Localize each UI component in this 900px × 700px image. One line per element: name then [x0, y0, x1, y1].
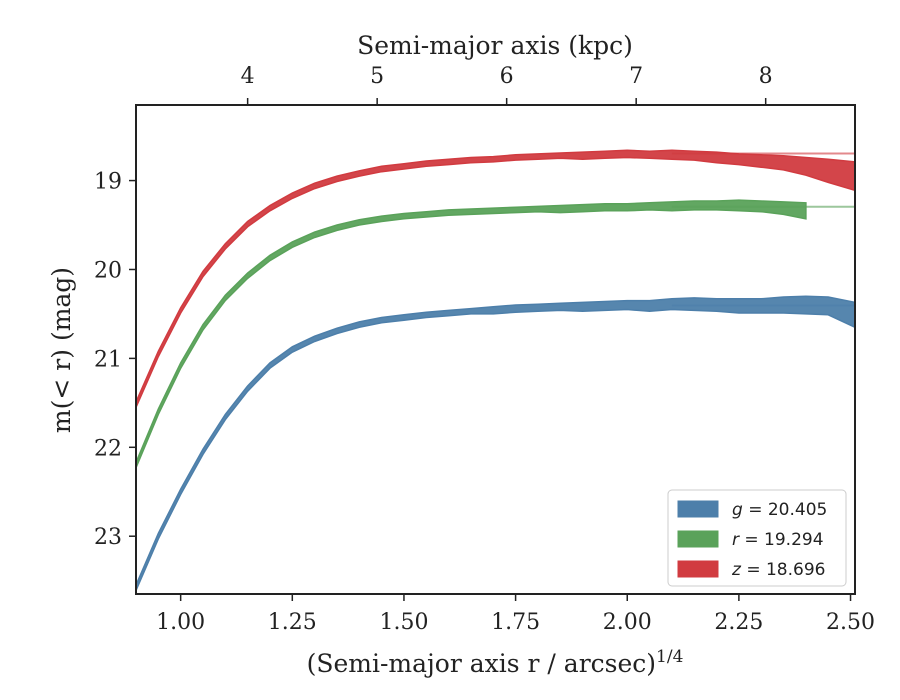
top-axis-title: Semi-major axis (kpc)	[357, 31, 633, 60]
legend-label-z: z = 18.696	[731, 560, 825, 580]
y-tick-label: 21	[94, 347, 122, 372]
x-axis: 1.00 1.25 1.50 1.75 2.00 2.25 2.50	[156, 594, 875, 635]
series-bands	[136, 149, 855, 591]
legend-label-r: r = 19.294	[732, 530, 824, 550]
x-tick-label: 2.25	[714, 610, 763, 635]
series-band-g	[136, 295, 855, 591]
plot-frame	[135, 104, 856, 595]
legend-value: = 19.294	[739, 530, 824, 550]
x-tick-label: 1.50	[379, 610, 428, 635]
legend-value: = 20.405	[743, 500, 828, 520]
y-axis: 19 20 21 22 23	[94, 170, 136, 550]
x-axis-title: (Semi-major axis r / arcsec)1/4	[307, 647, 684, 678]
legend-var: r	[732, 530, 740, 550]
x-tick-label: 2.50	[826, 610, 875, 635]
top-tick-label: 6	[500, 64, 514, 89]
x-tick-label: 1.00	[156, 610, 205, 635]
y-tick-label: 22	[94, 436, 122, 461]
x-tick-label: 2.00	[603, 610, 652, 635]
x-tick-label: 1.75	[491, 610, 540, 635]
legend-swatch-r	[677, 530, 719, 548]
legend-var: g	[732, 500, 743, 520]
top-x-axis: 4 5 6 7 8	[241, 64, 773, 105]
top-tick-label: 7	[629, 64, 643, 89]
top-tick-label: 8	[759, 64, 773, 89]
top-tick-label: 4	[241, 64, 255, 89]
series-band-z	[136, 149, 855, 408]
x-tick-label: 1.25	[268, 610, 317, 635]
top-tick-label: 5	[370, 64, 384, 89]
y-axis-title: m(< r) (mag)	[47, 267, 76, 433]
x-axis-title-exponent: 1/4	[656, 647, 683, 667]
y-tick-label: 20	[94, 258, 122, 283]
legend-label-g: g = 20.405	[732, 500, 827, 520]
series-band-r	[136, 199, 807, 468]
legend-value: = 18.696	[741, 560, 826, 580]
legend-swatch-z	[677, 560, 719, 578]
asymptote-lines	[671, 152, 855, 307]
legend-swatch-g	[677, 500, 719, 518]
y-tick-label: 23	[94, 525, 122, 550]
y-tick-label: 19	[94, 170, 122, 195]
x-axis-title-main: (Semi-major axis r / arcsec)	[307, 649, 656, 678]
legend-var: z	[731, 560, 742, 580]
